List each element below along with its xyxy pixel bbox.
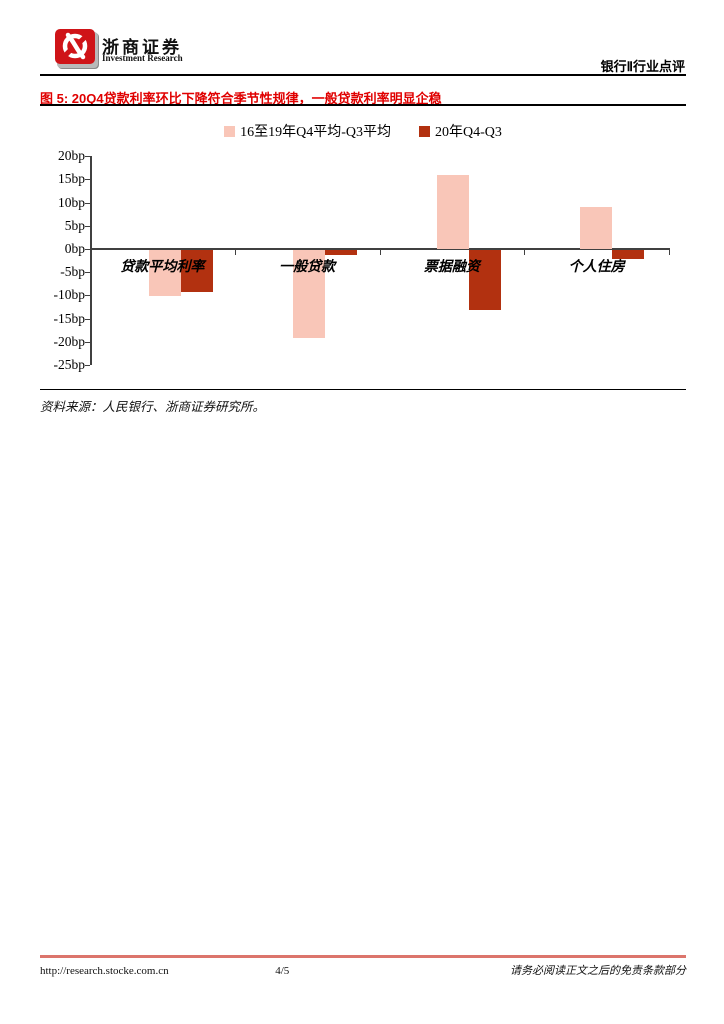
legend-item: 16至19年Q4平均-Q3平均	[224, 121, 391, 141]
bar-series2	[469, 250, 501, 311]
caption-divider	[40, 104, 686, 106]
bar-series2	[325, 250, 357, 255]
y-axis-line	[90, 156, 92, 365]
bar-series2	[181, 250, 213, 292]
y-tick-label: -20bp	[53, 333, 86, 349]
x-tick-mark	[379, 248, 381, 255]
chart-legend: 16至19年Q4平均-Q3平均 20年Q4-Q3	[40, 121, 686, 141]
brand-name-en: Investment Research	[102, 53, 183, 63]
category-label: 贷款平均利率	[120, 260, 205, 275]
y-tick-mark	[85, 156, 90, 158]
y-tick-mark	[85, 341, 90, 343]
y-tick-label: -25bp	[53, 357, 86, 372]
figure-caption: 图 5: 20Q4贷款利率环比下降符合季节性规律，一般贷款利率明显企稳	[40, 91, 442, 106]
y-tick-mark	[85, 365, 90, 366]
legend-swatch-icon	[224, 125, 236, 137]
brand-name-cn: 浙商证券	[102, 38, 182, 57]
footer-divider	[40, 955, 686, 958]
bar-chart: 16至19年Q4平均-Q3平均 20年Q4-Q3 20bp 15bp 10bp 5bp 0…	[40, 113, 686, 390]
y-tick-mark	[85, 318, 90, 320]
legend-item: 20年Q4-Q3	[419, 121, 502, 141]
y-tick-mark	[85, 202, 90, 204]
x-tick-mark	[669, 248, 670, 255]
source-divider	[40, 389, 686, 390]
bar-series1	[293, 250, 325, 339]
y-tick-label: -10bp	[53, 287, 86, 303]
legend-swatch-icon	[419, 125, 430, 137]
x-tick-mark	[234, 248, 236, 255]
y-tick-label: -15bp	[53, 310, 86, 326]
y-tick-mark	[85, 179, 90, 181]
category-label: 票据融资	[423, 260, 480, 275]
y-tick-label: 5bp	[64, 217, 85, 233]
y-tick-label: 0bp	[64, 241, 85, 256]
bar-series2	[612, 250, 644, 260]
header-divider	[40, 74, 686, 76]
bar-series1	[437, 174, 469, 249]
y-tick-mark	[85, 295, 90, 297]
footer-disclaimer: 请务必阅读正文之后的免责条款部分	[510, 965, 686, 977]
y-tick-mark	[85, 249, 90, 250]
y-tick-mark	[85, 225, 90, 227]
page-number: 4/5	[275, 965, 290, 977]
footer-url-link[interactable]: http://research.stocke.com.cn	[40, 965, 169, 977]
y-tick-label: 20bp	[58, 148, 85, 164]
knot-glyph-icon	[62, 32, 88, 60]
y-tick-mark	[85, 272, 90, 274]
x-tick-mark	[90, 248, 91, 255]
report-section-title: 银行Ⅱ行业点评	[600, 59, 685, 74]
source-note: 资料来源：人民银行、浙商证券研究所。	[40, 400, 266, 414]
bar-series1	[149, 250, 181, 297]
legend-label: 16至19年Q4平均-Q3平均	[240, 125, 391, 140]
category-label: 一般贷款	[279, 260, 336, 275]
x-tick-mark	[524, 248, 526, 255]
y-tick-label: -5bp	[60, 264, 85, 280]
category-label: 个人住房	[568, 260, 625, 275]
legend-label: 20年Q4-Q3	[435, 125, 502, 140]
footer: http://research.stocke.com.cn 4/5 请务必阅读正…	[40, 962, 686, 978]
bar-series1	[580, 207, 612, 249]
y-tick-label: 10bp	[58, 194, 85, 210]
y-tick-label: 15bp	[58, 171, 85, 187]
zheshang-securities-logo-icon	[55, 29, 95, 64]
